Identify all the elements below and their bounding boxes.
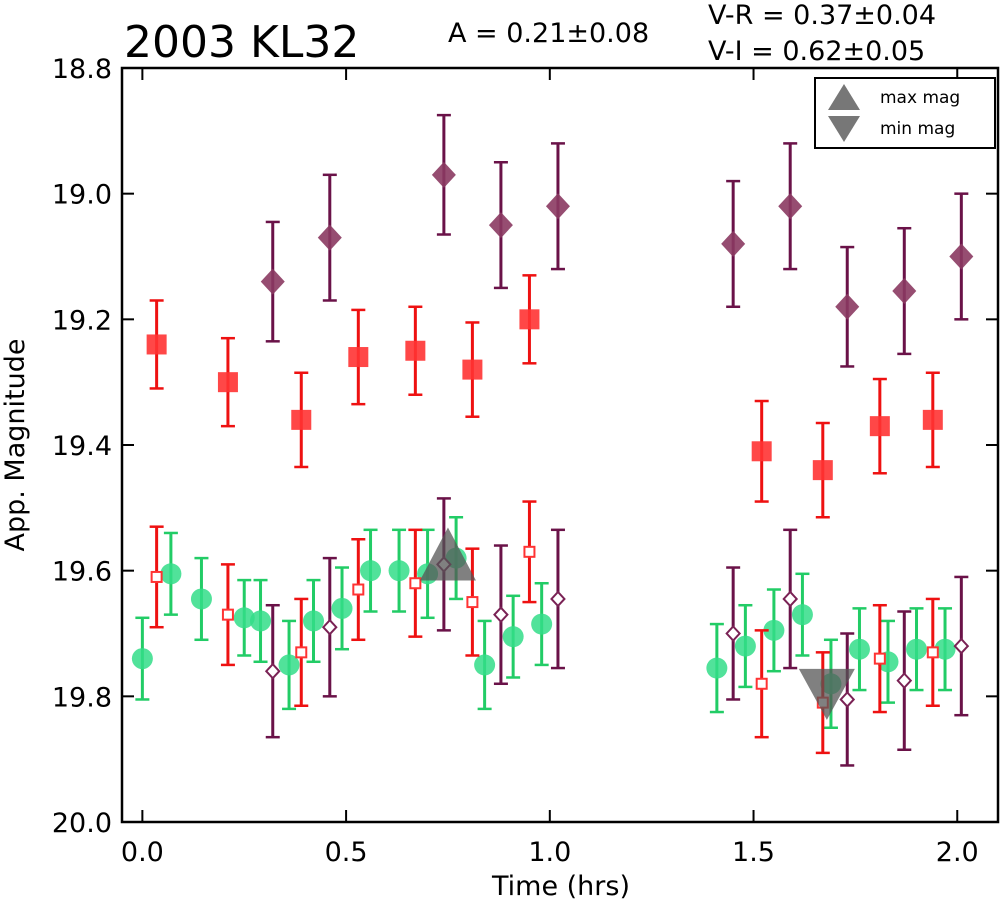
data-point-diamond <box>778 193 803 220</box>
data-point-circle <box>331 597 353 619</box>
data-point-diamond <box>835 293 860 320</box>
data-point-square <box>751 441 772 462</box>
data-point-square <box>462 359 483 380</box>
data-point-circle <box>160 563 182 585</box>
plot-frame <box>120 66 1000 824</box>
data-point-diamond-open <box>493 606 509 624</box>
data-point-square <box>291 409 312 430</box>
data-point-circle <box>706 657 728 679</box>
data-point-circle <box>388 560 410 582</box>
data-point-diamond-open <box>839 691 856 708</box>
data-point-circle <box>190 588 212 610</box>
x-tick-label: 1.5 <box>732 837 775 868</box>
data-point-diamond-open <box>725 625 742 642</box>
data-point-diamond <box>949 243 974 270</box>
legend: max mag min mag <box>814 77 996 149</box>
y-tick-label: 19.4 <box>52 431 112 462</box>
legend-label-max: max mag <box>880 88 960 108</box>
max-mag-marker <box>419 527 476 581</box>
data-point-circle <box>531 613 553 635</box>
data-point-square <box>922 409 943 430</box>
data-point-square-open <box>873 652 886 665</box>
data-point-circle <box>791 604 813 626</box>
data-point-diamond <box>317 224 342 251</box>
data-point-square-open <box>755 677 768 690</box>
y-tick-label: 18.8 <box>52 54 112 85</box>
x-tick-label: 2.0 <box>936 837 979 868</box>
data-point-circle <box>474 654 496 676</box>
data-point-circle <box>278 654 300 676</box>
y-tick-label: 19.2 <box>52 305 112 336</box>
data-point-circle <box>233 607 255 629</box>
data-point-square-open <box>466 596 479 609</box>
y-axis-label: App. Magnitude <box>0 339 31 552</box>
data-point-circle <box>934 638 956 660</box>
data-point-square <box>869 416 890 437</box>
data-point-square <box>348 347 369 368</box>
data-point-square-open <box>926 646 939 659</box>
data-point-circle <box>763 619 785 641</box>
legend-triangle-down-icon <box>828 116 860 142</box>
data-point-diamond <box>431 161 456 188</box>
data-point-circle <box>848 638 870 660</box>
data-point-square <box>146 334 167 355</box>
min-mag-marker <box>798 668 855 720</box>
data-point-circle <box>250 610 272 632</box>
data-point-square-open <box>409 577 422 590</box>
data-point-square-open <box>221 608 234 621</box>
data-point-square <box>812 460 833 481</box>
legend-triangle-up-icon <box>828 84 860 110</box>
x-tick-label: 0.5 <box>325 837 368 868</box>
data-point-diamond-open <box>321 618 338 636</box>
y-tick-label: 19.8 <box>52 682 112 713</box>
data-point-circle <box>131 648 153 670</box>
data-point-square-open <box>295 646 308 659</box>
y-tick-label: 20.0 <box>52 808 112 839</box>
data-point-diamond-open <box>264 662 281 680</box>
data-point-diamond-open <box>550 590 566 608</box>
data-point-diamond <box>260 268 285 295</box>
data-point-square-open <box>523 545 536 558</box>
data-point-circle <box>734 635 756 657</box>
x-tick-label: 1.0 <box>528 837 571 868</box>
x-tick-label: 0.0 <box>121 837 164 868</box>
data-point-square <box>405 340 426 361</box>
data-point-diamond <box>488 212 513 239</box>
data-point-square <box>217 372 238 393</box>
amplitude-label: A = 0.21±0.08 <box>448 18 649 49</box>
data-point-circle <box>502 626 524 648</box>
data-point-square-open <box>150 570 163 583</box>
legend-label-min: min mag <box>880 119 955 139</box>
data-layer <box>131 113 974 767</box>
y-tick-label: 19.0 <box>52 180 112 211</box>
data-point-diamond-open <box>896 672 913 690</box>
axes-layer: 0.0 0.5 1.0 1.5 2.0 18.8 19.0 19.2 19.4 19.6 19.8 2… <box>52 54 1000 868</box>
data-point-circle <box>302 610 324 632</box>
x-axis-label: Time (hrs) <box>491 871 630 902</box>
v-i-label: V-I = 0.62±0.05 <box>708 36 925 67</box>
data-point-diamond-open <box>953 637 970 655</box>
data-point-diamond <box>721 230 746 257</box>
y-tick-label: 19.6 <box>52 557 112 588</box>
chart-title: 2003 KL32 <box>124 17 359 68</box>
data-point-square-open <box>352 583 365 596</box>
data-point-diamond <box>545 193 570 220</box>
data-point-circle <box>360 560 382 582</box>
data-point-square <box>519 309 540 330</box>
data-point-diamond-open <box>782 590 799 608</box>
data-point-circle <box>906 638 928 660</box>
data-point-diamond <box>892 278 917 305</box>
v-r-label: V-R = 0.37±0.04 <box>708 0 936 31</box>
